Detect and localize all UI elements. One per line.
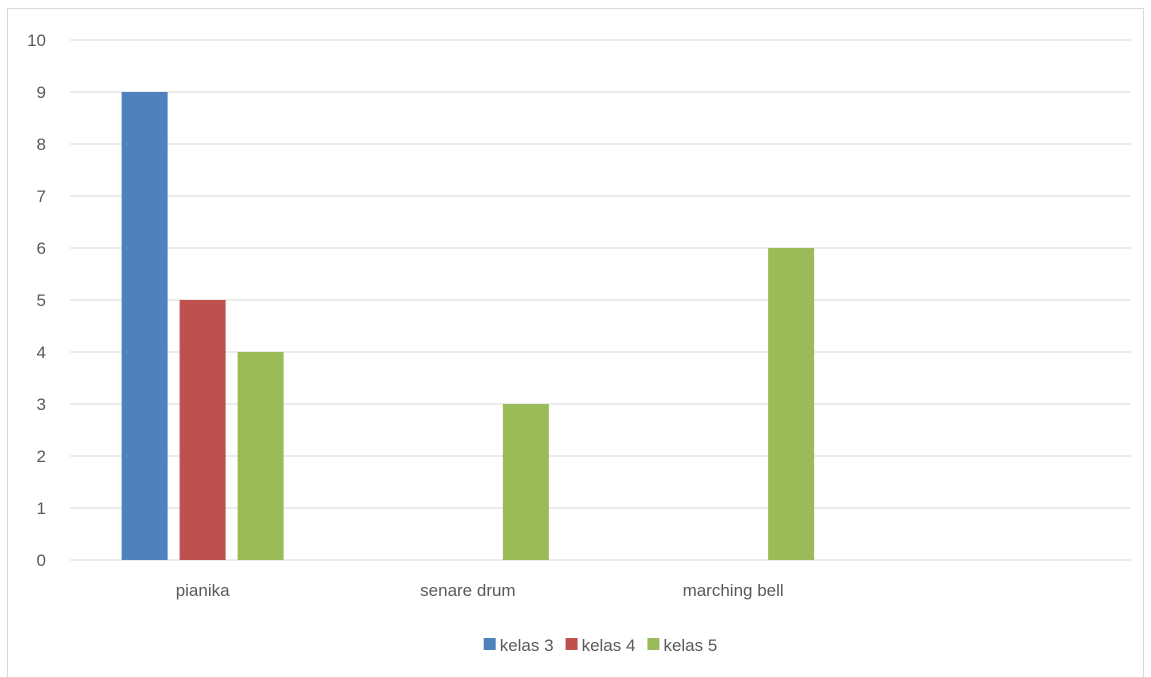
y-tick-label: 1 — [37, 499, 46, 518]
y-tick-label: 3 — [37, 395, 46, 414]
bar — [121, 92, 168, 560]
x-category-label: senare drum — [420, 581, 515, 600]
y-axis: 0 1 2 3 4 5 6 7 8 9 10 — [27, 31, 46, 570]
legend-item: kelas 3 — [483, 636, 554, 655]
legend-item: kelas 4 — [565, 636, 636, 655]
legend-swatch — [483, 638, 496, 650]
legend-label: kelas 4 — [582, 636, 636, 655]
y-tick-label: 7 — [37, 187, 46, 206]
y-tick-label: 10 — [27, 31, 46, 50]
y-tick-label: 0 — [37, 551, 46, 570]
y-tick-label: 9 — [37, 83, 46, 102]
x-category-label: marching bell — [683, 581, 784, 600]
x-axis: pianika senare drum marching bell — [176, 581, 784, 600]
bar — [768, 248, 815, 560]
gridlines — [70, 39, 1131, 561]
y-tick-label: 2 — [37, 447, 46, 466]
legend-swatch — [647, 638, 660, 650]
legend: kelas 3 kelas 4 kelas 5 — [483, 636, 717, 655]
y-tick-label: 5 — [37, 291, 46, 310]
x-category-label: pianika — [176, 581, 230, 600]
bar — [179, 300, 226, 560]
legend-swatch — [565, 638, 578, 650]
y-tick-label: 4 — [37, 343, 46, 362]
legend-label: kelas 3 — [500, 636, 554, 655]
bar — [237, 352, 284, 560]
bar — [502, 404, 549, 560]
legend-label: kelas 5 — [663, 636, 717, 655]
bars — [121, 92, 815, 560]
legend-item: kelas 5 — [647, 636, 717, 655]
y-tick-label: 8 — [37, 135, 46, 154]
y-tick-label: 6 — [37, 239, 46, 258]
